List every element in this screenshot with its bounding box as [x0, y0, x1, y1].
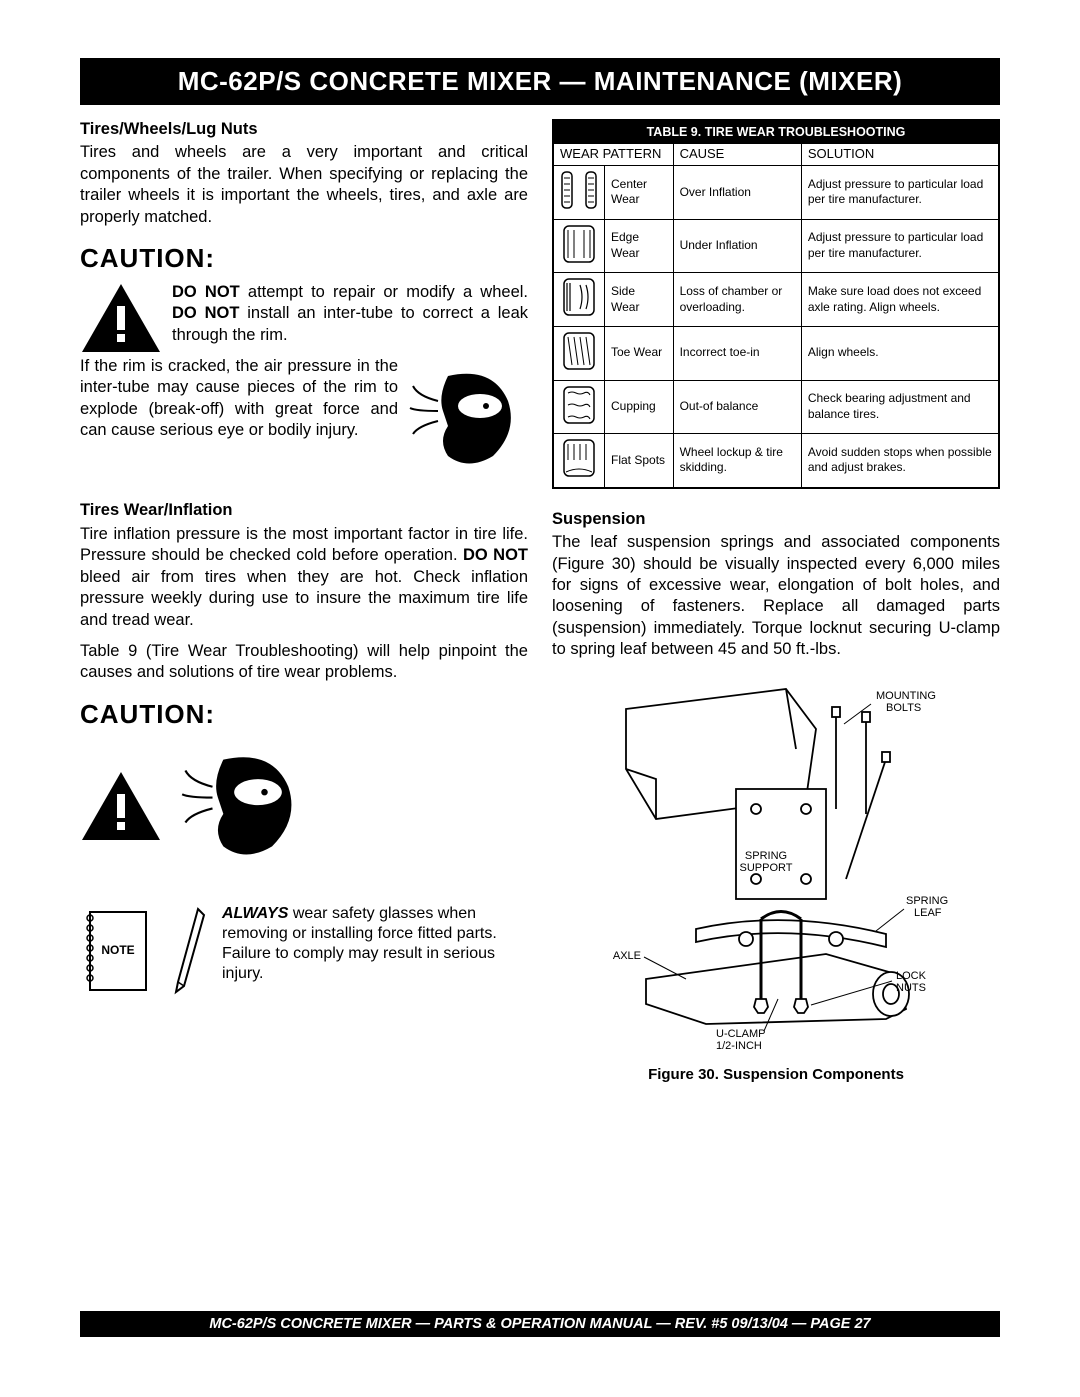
- label-mounting-bolts: MOUNTING: [876, 690, 936, 702]
- label-axle: AXLE: [613, 950, 641, 962]
- left-column: Tires/Wheels/Lug Nuts Tires and wheels a…: [80, 119, 528, 1085]
- pattern-solution: Avoid sudden stops when possible and adj…: [801, 434, 999, 488]
- safety-glasses-head-icon-2: [180, 738, 310, 874]
- pattern-solution: Align wheels.: [801, 326, 999, 380]
- label-uclamp-2: 1/2-INCH: [716, 1040, 762, 1049]
- label-spring-leaf: SPRING: [906, 895, 948, 907]
- table-row: Edge Wear Under Inflation Adjust pressur…: [553, 219, 999, 273]
- table-row: Toe Wear Incorrect toe-in Align wheels.: [553, 326, 999, 380]
- note-label-text: NOTE: [101, 943, 134, 957]
- notepad-icon: NOTE: [80, 904, 158, 1002]
- tire-pattern-icon: [553, 326, 605, 380]
- heading-tire-wear: Tires Wear/Inflation: [80, 500, 528, 521]
- table-row: Flat Spots Wheel lockup & tire skidding.…: [553, 434, 999, 488]
- paragraph-tires-intro: Tires and wheels are a very important an…: [80, 142, 528, 228]
- tire-pattern-icon: [553, 166, 605, 220]
- tire-pattern-icon: [553, 273, 605, 327]
- tire-pattern-icon: [553, 219, 605, 273]
- do-not-3: DO NOT: [463, 546, 528, 564]
- col-wear-pattern: WEAR PATTERN: [553, 144, 673, 166]
- tire-pattern-icon: [553, 380, 605, 434]
- pattern-name: Side Wear: [605, 273, 674, 327]
- col-solution: SOLUTION: [801, 144, 999, 166]
- pattern-solution: Adjust pressure to particular load per t…: [801, 219, 999, 273]
- pattern-name: Toe Wear: [605, 326, 674, 380]
- figure-caption: Figure 30. Suspension Components: [552, 1065, 1000, 1085]
- pattern-name: Cupping: [605, 380, 674, 434]
- suspension-diagram: MOUNTING BOLTS SPRING SUPPORT SPRING LEA…: [552, 679, 1000, 1055]
- caution-label-1: CAUTION:: [80, 242, 528, 276]
- label-lock-nuts-2: NUTS: [896, 982, 926, 994]
- caution-1-continued: If the rim is cracked, the air pressure …: [80, 356, 528, 482]
- pattern-cause: Over Inflation: [673, 166, 801, 220]
- page-title-bar: MC-62P/S CONCRETE MIXER — MAINTENANCE (M…: [80, 58, 1000, 105]
- pattern-name: Edge Wear: [605, 219, 674, 273]
- paragraph-suspension: The leaf suspension springs and associat…: [552, 532, 1000, 661]
- note-block: NOTE ALWAYS wear safety glasses when rem…: [80, 904, 528, 1002]
- pattern-solution: Make sure load does not exceed axle rati…: [801, 273, 999, 327]
- warn1b: attempt to repair or modify a wheel.: [240, 283, 528, 301]
- do-not-2: DO NOT: [172, 304, 239, 322]
- tire-pattern-icon: [553, 434, 605, 488]
- table-title: TABLE 9. TIRE WEAR TROUBLESHOOTING: [553, 120, 999, 144]
- pattern-name: Flat Spots: [605, 434, 674, 488]
- p2c: bleed air from tires when they are hot. …: [80, 568, 528, 629]
- caution-label-2: CAUTION:: [80, 698, 528, 732]
- caution-block-2: [80, 738, 528, 874]
- content-columns: Tires/Wheels/Lug Nuts Tires and wheels a…: [80, 119, 1000, 1085]
- label-lock-nuts: LOCK: [896, 970, 927, 982]
- label-uclamp: U-CLAMP: [716, 1028, 766, 1040]
- pattern-cause: Under Inflation: [673, 219, 801, 273]
- label-mounting-bolts-2: BOLTS: [886, 702, 921, 714]
- table-row: Cupping Out-of balance Check bearing adj…: [553, 380, 999, 434]
- label-spring-support: SPRING: [745, 850, 787, 862]
- do-not-1: DO NOT: [172, 283, 240, 301]
- heading-suspension: Suspension: [552, 509, 1000, 530]
- pattern-cause: Out-of balance: [673, 380, 801, 434]
- warning-triangle-icon: [80, 282, 162, 354]
- p2a: Tire inflation pressure is the most impo…: [80, 525, 528, 564]
- right-column: TABLE 9. TIRE WEAR TROUBLESHOOTING WEAR …: [552, 119, 1000, 1085]
- col-cause: CAUSE: [673, 144, 801, 166]
- pencil-icon: [170, 904, 210, 1002]
- paragraph-table-ref: Table 9 (Tire Wear Troubleshooting) will…: [80, 641, 528, 684]
- always-word: ALWAYS: [222, 905, 288, 922]
- warning-triangle-icon-2: [80, 770, 162, 842]
- caution-1-cont-text: If the rim is cracked, the air pressure …: [80, 356, 398, 442]
- heading-tires-wheels: Tires/Wheels/Lug Nuts: [80, 119, 528, 140]
- note-text: ALWAYS wear safety glasses when removing…: [222, 904, 528, 984]
- label-spring-support-2: SUPPORT: [740, 862, 793, 874]
- label-spring-leaf-2: LEAF: [914, 907, 942, 919]
- footer-bar: MC-62P/S CONCRETE MIXER — PARTS & OPERAT…: [80, 1311, 1000, 1337]
- pattern-name: Center Wear: [605, 166, 674, 220]
- table-row: Center Wear Over Inflation Adjust pressu…: [553, 166, 999, 220]
- caution-1-text: DO NOT attempt to repair or modify a whe…: [172, 282, 528, 346]
- pattern-cause: Wheel lockup & tire skidding.: [673, 434, 801, 488]
- table-row: Side Wear Loss of chamber or overloading…: [553, 273, 999, 327]
- safety-glasses-head-icon: [408, 356, 528, 482]
- caution-block-1: DO NOT attempt to repair or modify a whe…: [80, 282, 528, 354]
- pattern-solution: Adjust pressure to particular load per t…: [801, 166, 999, 220]
- pattern-solution: Check bearing adjustment and balance tir…: [801, 380, 999, 434]
- paragraph-inflation: Tire inflation pressure is the most impo…: [80, 524, 528, 631]
- pattern-cause: Loss of chamber or overloading.: [673, 273, 801, 327]
- pattern-cause: Incorrect toe-in: [673, 326, 801, 380]
- tire-wear-table: TABLE 9. TIRE WEAR TROUBLESHOOTING WEAR …: [552, 119, 1000, 489]
